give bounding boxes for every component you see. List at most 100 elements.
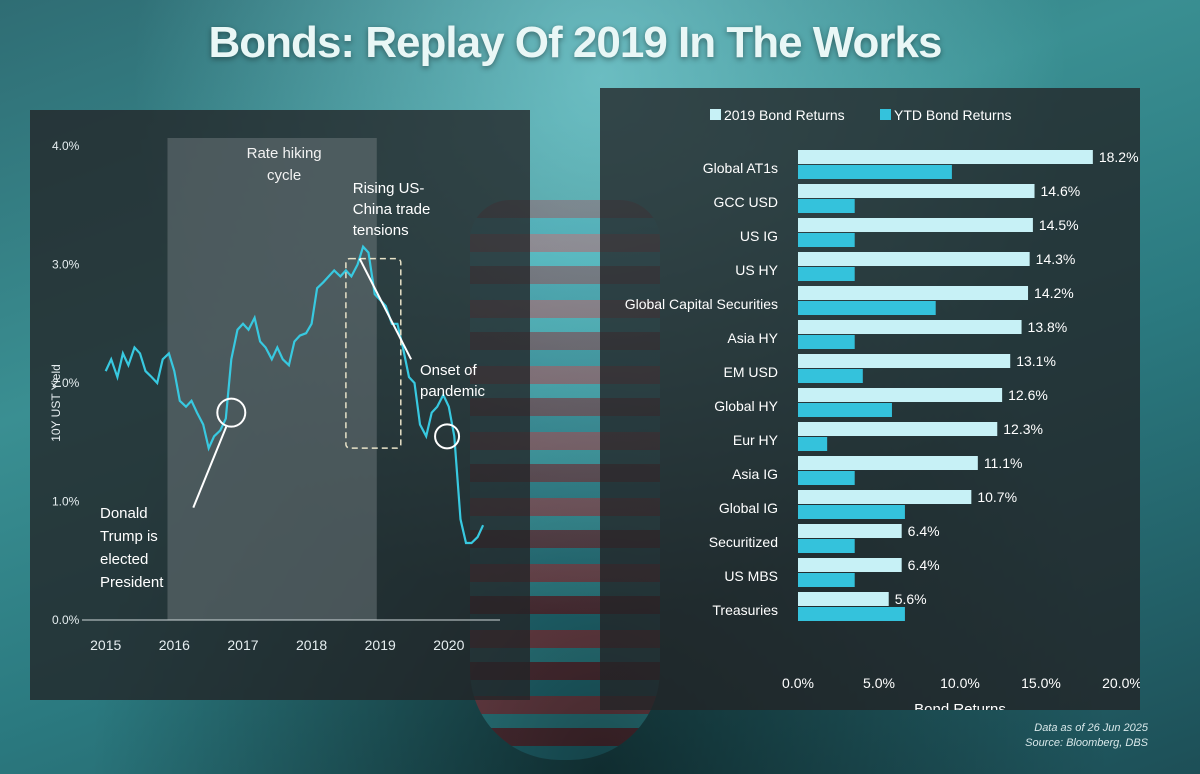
x-tick-label: 2019 xyxy=(365,637,396,653)
trade-annotation-text: China trade xyxy=(353,201,431,218)
category-label: Securitized xyxy=(709,534,778,550)
x-tick-label: 2015 xyxy=(90,637,121,653)
data-date-note: Data as of 26 Jun 2025 xyxy=(1034,722,1148,734)
x-tick-label: 2016 xyxy=(159,637,190,653)
x-tick-label: 20.0% xyxy=(1102,675,1140,691)
bar-2019 xyxy=(798,592,889,606)
trump-annotation-text: elected xyxy=(100,551,148,568)
bar-2019-value-label: 13.1% xyxy=(1016,353,1056,369)
category-label: Global HY xyxy=(714,398,778,414)
bar-2019 xyxy=(798,218,1033,232)
bar-2019 xyxy=(798,524,902,538)
yield-line-chart: 0.0% 1.0% 2.0% 3.0% 4.0% 2015 2016 2017 2018 2019… xyxy=(49,138,500,653)
x-tick-label: 2020 xyxy=(433,637,464,653)
rate-hiking-shade xyxy=(167,138,377,620)
y-tick-label: 2.0% xyxy=(52,376,80,390)
category-label: Treasuries xyxy=(712,602,778,618)
bar-2019 xyxy=(798,422,998,436)
bar-2019-value-label: 6.4% xyxy=(908,557,940,573)
bar-2019 xyxy=(798,354,1011,368)
bar-2019 xyxy=(798,286,1029,300)
trump-connector-line xyxy=(192,426,228,509)
bar-2019-value-label: 12.6% xyxy=(1008,387,1048,403)
bar-ytd xyxy=(798,471,855,485)
category-label: US HY xyxy=(735,262,778,278)
y-axis-label: 10Y UST Yield xyxy=(49,364,63,442)
bar-2019 xyxy=(798,252,1030,266)
bar-ytd xyxy=(798,301,936,315)
bar-2019-value-label: 18.2% xyxy=(1099,149,1139,165)
bar-2019-value-label: 13.8% xyxy=(1028,319,1068,335)
category-label: US MBS xyxy=(724,568,778,584)
category-label: US IG xyxy=(740,228,778,244)
bar-2019 xyxy=(798,320,1022,334)
yield-series-line xyxy=(104,244,485,545)
trump-annotation-text: President xyxy=(100,574,164,591)
legend-label: 2019 Bond Returns xyxy=(724,107,845,123)
x-axis-label: Bond Returns xyxy=(914,701,1006,710)
bar-2019-value-label: 14.5% xyxy=(1039,217,1079,233)
bar-ytd xyxy=(798,165,952,179)
bar-ytd xyxy=(798,437,828,451)
x-tick-label: 15.0% xyxy=(1021,675,1061,691)
category-label: Global AT1s xyxy=(703,160,778,176)
pandemic-annotation-text: pandemic xyxy=(420,383,486,400)
bar-2019-value-label: 11.1% xyxy=(984,455,1023,471)
trump-annotation-text: Trump is xyxy=(100,528,158,545)
x-tick-label: 2017 xyxy=(227,637,258,653)
bar-2019 xyxy=(798,184,1035,198)
slide-title: Bonds: Replay Of 2019 In The Works xyxy=(208,18,943,67)
bar-ytd xyxy=(798,505,905,519)
legend-swatch xyxy=(710,109,721,120)
bar-ytd xyxy=(798,403,892,417)
y-tick-label: 0.0% xyxy=(52,613,80,627)
y-tick-label: 4.0% xyxy=(52,139,80,153)
pandemic-marker-circle xyxy=(434,423,461,450)
bar-2019-value-label: 14.2% xyxy=(1034,285,1074,301)
x-tick-label: 2018 xyxy=(296,637,327,653)
bar-2019-value-label: 6.4% xyxy=(908,523,940,539)
source-note: Source: Bloomberg, DBS xyxy=(1025,737,1148,749)
bar-ytd xyxy=(798,607,905,621)
bar-2019 xyxy=(798,490,972,504)
trump-annotation-text: Donald xyxy=(100,505,148,522)
bar-ytd xyxy=(798,573,855,587)
x-tick-label: 10.0% xyxy=(940,675,980,691)
bar-2019 xyxy=(798,150,1093,164)
category-label: Asia IG xyxy=(732,466,778,482)
trade-annotation-text: tensions xyxy=(353,222,409,239)
x-tick-label: 0.0% xyxy=(782,675,814,691)
legend-label: YTD Bond Returns xyxy=(894,107,1012,123)
x-tick-label: 5.0% xyxy=(863,675,895,691)
bar-2019-value-label: 5.6% xyxy=(895,591,927,607)
legend-swatch xyxy=(880,109,891,120)
y-tick-label: 3.0% xyxy=(52,258,80,272)
trade-tensions-box xyxy=(345,257,402,449)
pandemic-annotation-text: Onset of xyxy=(420,362,478,379)
bar-2019-value-label: 12.3% xyxy=(1003,421,1043,437)
rate-hiking-label: cycle xyxy=(267,167,301,184)
bar-ytd xyxy=(798,267,855,281)
bar-2019 xyxy=(798,388,1003,402)
bar-ytd xyxy=(798,233,855,247)
rate-hiking-label: Rate hiking xyxy=(247,145,322,162)
bar-2019 xyxy=(798,456,978,470)
trade-connector-line xyxy=(358,258,412,360)
bar-2019-value-label: 14.6% xyxy=(1041,183,1081,199)
trump-marker-circle xyxy=(216,397,247,428)
category-label: Global Capital Securities xyxy=(625,296,778,312)
bond-returns-panel: 2019 Bond Returns YTD Bond Returns Global … xyxy=(600,88,1142,718)
bar-2019 xyxy=(798,558,902,572)
category-label: EM USD xyxy=(724,364,778,380)
category-label: GCC USD xyxy=(713,194,778,210)
bar-ytd xyxy=(798,199,855,213)
bar-2019-value-label: 14.3% xyxy=(1036,251,1076,267)
category-label: Eur HY xyxy=(733,432,779,448)
bar-2019-value-label: 10.7% xyxy=(977,489,1017,505)
bar-ytd xyxy=(798,539,855,553)
yield-chart-panel: 0.0% 1.0% 2.0% 3.0% 4.0% 2015 2016 2017 2018 2019… xyxy=(30,110,530,700)
bond-returns-bar-chart: 2019 Bond Returns YTD Bond Returns Global … xyxy=(625,107,1142,718)
bar-ytd xyxy=(798,335,855,349)
trade-annotation-text: Rising US- xyxy=(353,180,425,197)
bar-ytd xyxy=(798,369,863,383)
